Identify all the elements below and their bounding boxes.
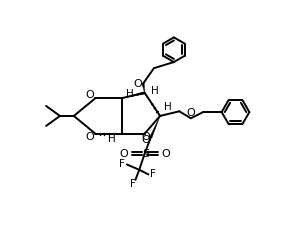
Polygon shape <box>142 83 145 93</box>
Text: O: O <box>141 133 150 142</box>
Polygon shape <box>150 116 160 138</box>
Text: H: H <box>151 86 159 96</box>
Text: H: H <box>126 89 134 99</box>
Text: O: O <box>186 108 195 118</box>
Text: O: O <box>86 132 94 142</box>
Text: O: O <box>86 90 94 100</box>
Text: O: O <box>161 149 170 159</box>
Text: S: S <box>142 149 149 159</box>
Text: F: F <box>150 169 156 179</box>
Text: F: F <box>130 179 136 189</box>
Polygon shape <box>122 92 145 98</box>
Text: F: F <box>119 159 125 169</box>
Text: H: H <box>108 134 116 144</box>
Text: O: O <box>119 149 128 159</box>
Text: H: H <box>164 102 172 112</box>
Text: O: O <box>141 135 150 145</box>
Text: O: O <box>133 79 142 89</box>
